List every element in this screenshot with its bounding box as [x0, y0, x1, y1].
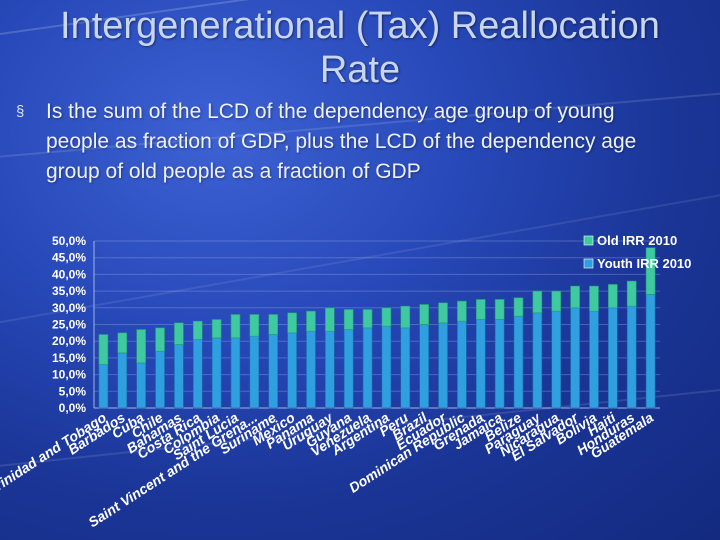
bar-old: [343, 309, 354, 330]
bar-youth: [457, 320, 467, 409]
y-tick-label: 30,0%: [52, 301, 86, 315]
bar-youth: [475, 319, 486, 409]
y-tick-label: 5,0%: [59, 384, 87, 398]
bar-old: [400, 305, 411, 329]
bar-youth: [155, 350, 165, 409]
bar-youth: [136, 362, 146, 409]
bar-youth: [249, 335, 260, 409]
bar-old: [645, 247, 656, 295]
bar-old: [230, 314, 241, 339]
bar-old: [438, 302, 448, 324]
bar-old: [570, 285, 580, 309]
y-tick-label: 0,0%: [59, 401, 87, 415]
bullet-marker: §: [16, 103, 25, 120]
legend-label: Old IRR 2010: [597, 233, 677, 248]
bar-old: [381, 307, 392, 327]
bar-old: [475, 299, 486, 320]
bar-youth: [608, 307, 618, 409]
y-tick-label: 25,0%: [52, 318, 86, 332]
bar-youth: [381, 325, 392, 409]
bar-youth: [400, 327, 411, 409]
y-tick-label: 20,0%: [52, 334, 86, 348]
y-tick-label: 15,0%: [52, 351, 86, 365]
legend-label: Youth IRR 2010: [597, 256, 691, 271]
y-axis-ticks: 0,0% 5,0% 10,0% 15,0% 20,0% 25,0% 30,0% 35,0% 40…: [52, 234, 86, 415]
bar-old: [174, 322, 184, 345]
bar-youth: [419, 324, 429, 409]
bar-youth: [98, 364, 109, 409]
bar-old: [268, 314, 279, 335]
bar-old: [362, 309, 373, 329]
bar-youth: [438, 322, 448, 409]
bar-old: [117, 332, 128, 354]
bar-youth: [211, 337, 222, 409]
bar-youth: [551, 310, 562, 409]
bar-youth: [287, 332, 297, 409]
bar-youth: [570, 307, 580, 409]
bar-youth: [306, 330, 316, 409]
bar-old: [608, 284, 618, 309]
bar-youth: [532, 312, 543, 409]
bar-youth: [513, 315, 524, 409]
bar-old: [136, 329, 146, 364]
legend: Old IRR 2010 Youth IRR 2010: [583, 233, 691, 271]
bar-old: [287, 312, 297, 334]
bar-old: [551, 290, 562, 312]
bar-old: [98, 334, 109, 365]
bar-old: [249, 314, 260, 337]
bar-old: [419, 304, 429, 325]
bar-old: [532, 290, 543, 314]
irr-stacked-bar-chart: 0,0% 5,0% 10,0% 15,0% 20,0% 25,0% 30,0% 35,0% 40…: [0, 233, 691, 530]
bar-youth: [626, 305, 637, 409]
bar-youth: [494, 319, 505, 409]
y-tick-label: 50,0%: [52, 234, 86, 248]
bar-youth: [174, 344, 184, 409]
bar-youth: [325, 330, 335, 409]
bar-youth: [268, 334, 279, 409]
bar-old: [211, 319, 222, 339]
slide-title: Intergenerational (Tax) Reallocation Rat…: [60, 5, 660, 91]
x-axis-categories: Trinidad and TobagoBarbadosCubaChileBaha…: [0, 408, 656, 530]
legend-swatch: [583, 235, 594, 246]
bar-youth: [589, 310, 599, 409]
y-tick-label: 45,0%: [52, 251, 86, 265]
bar-old: [155, 327, 165, 352]
y-tick-label: 10,0%: [52, 368, 86, 382]
bar-old: [306, 310, 316, 332]
y-tick-label: 40,0%: [52, 267, 86, 281]
bar-old: [626, 280, 637, 307]
bar-old: [589, 285, 599, 312]
bar-youth: [343, 329, 354, 409]
bar-youth: [645, 294, 656, 409]
bar-youth: [230, 337, 241, 409]
y-tick-label: 35,0%: [52, 284, 86, 298]
gridlines: [94, 240, 660, 409]
bar-old: [325, 307, 335, 332]
bar-old: [192, 320, 203, 340]
x-category-label: Trinidad and Tobago: [0, 409, 109, 498]
bar-youth: [192, 339, 203, 409]
bar-youth: [362, 327, 373, 409]
bar-old: [457, 300, 467, 322]
legend-swatch: [583, 258, 594, 269]
bar-old: [513, 297, 524, 317]
bar-youth: [117, 352, 128, 409]
bar-series: [98, 247, 656, 409]
bullet-text: Is the sum of the LCD of the dependency …: [46, 100, 637, 183]
bar-old: [494, 299, 505, 320]
